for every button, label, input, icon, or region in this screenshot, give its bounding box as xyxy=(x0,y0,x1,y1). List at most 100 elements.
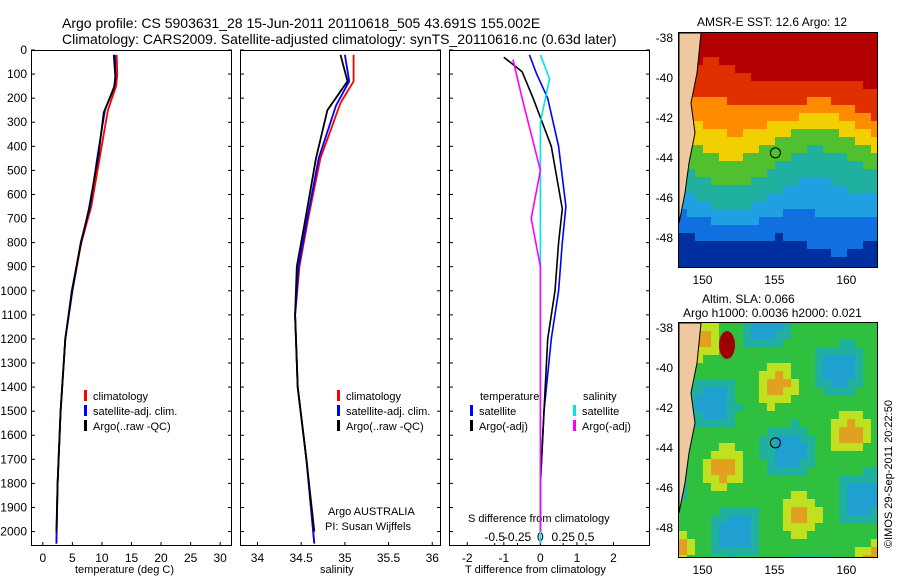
map-cell xyxy=(799,97,807,105)
map-cell xyxy=(751,523,759,531)
map-cell xyxy=(815,531,823,539)
map-cell xyxy=(751,323,759,331)
map-cell xyxy=(751,65,759,73)
map-cell xyxy=(831,217,839,225)
map-cell xyxy=(735,153,743,161)
map-cell xyxy=(855,483,863,491)
map-cell xyxy=(863,483,871,491)
map-cell xyxy=(727,491,735,499)
map-cell xyxy=(695,177,703,185)
map-cell xyxy=(767,411,775,419)
map-cell xyxy=(711,33,719,41)
map-cell xyxy=(743,531,751,539)
map-cell xyxy=(831,523,839,531)
map-cell xyxy=(831,185,839,193)
map-cell xyxy=(743,49,751,57)
map-cell xyxy=(791,241,799,249)
map-cell xyxy=(703,209,711,217)
map-cell xyxy=(711,467,719,475)
map-cell xyxy=(759,81,767,89)
map-cell xyxy=(767,129,775,137)
map-cell xyxy=(871,33,877,41)
map-cell xyxy=(743,209,751,217)
map-cell xyxy=(791,169,799,177)
map-cell xyxy=(815,97,823,105)
map-cell xyxy=(783,225,791,233)
map-cell xyxy=(751,33,759,41)
map-cell xyxy=(735,145,743,153)
map-cell xyxy=(767,89,775,97)
map-cell xyxy=(703,499,711,507)
legend-argo-swatch xyxy=(84,420,87,431)
map-cell xyxy=(839,387,847,395)
map-cell xyxy=(823,129,831,137)
map-cell xyxy=(695,363,703,371)
map-cell xyxy=(679,233,687,241)
map-cell xyxy=(719,427,727,435)
map-cell xyxy=(775,531,783,539)
map-cell xyxy=(839,257,847,265)
map-cell xyxy=(799,483,807,491)
map-cell xyxy=(711,153,719,161)
map-cell xyxy=(815,145,823,153)
map-cell xyxy=(767,97,775,105)
map-cell xyxy=(711,89,719,97)
map-cell xyxy=(783,65,791,73)
map-cell xyxy=(719,105,727,113)
map-cell xyxy=(743,201,751,209)
map-cell xyxy=(767,395,775,403)
map-cell xyxy=(823,339,831,347)
map-cell xyxy=(863,233,871,241)
map-cell xyxy=(839,555,847,557)
map-cell xyxy=(759,443,767,451)
map-cell xyxy=(807,49,815,57)
map-cell xyxy=(687,443,695,451)
map-cell xyxy=(767,49,775,57)
map-cell xyxy=(751,121,759,129)
map-cell xyxy=(727,523,735,531)
map-cell xyxy=(735,257,743,265)
map-cell xyxy=(815,185,823,193)
map-cell xyxy=(831,547,839,555)
map-cell xyxy=(839,355,847,363)
map-cell xyxy=(687,169,695,177)
map-cell xyxy=(791,355,799,363)
map-cell xyxy=(839,161,847,169)
map-cell xyxy=(831,137,839,145)
map-cell xyxy=(719,459,727,467)
map-cell xyxy=(815,129,823,137)
map-cell xyxy=(807,153,815,161)
map-cell xyxy=(759,363,767,371)
map-cell xyxy=(783,371,791,379)
map-cell xyxy=(735,121,743,129)
map-cell xyxy=(703,539,711,547)
map-cell xyxy=(815,395,823,403)
map-cell xyxy=(823,443,831,451)
argo-info-line2: PI: Susan Wijffels xyxy=(325,521,411,533)
map-cell xyxy=(703,137,711,145)
map-cell xyxy=(855,121,863,129)
map-cell xyxy=(719,169,727,177)
map-cell xyxy=(743,467,751,475)
map-cell xyxy=(791,435,799,443)
map-cell xyxy=(863,523,871,531)
map-cell xyxy=(735,547,743,555)
map-cell xyxy=(791,427,799,435)
x-tick-label: -2 xyxy=(462,551,473,565)
map-cell xyxy=(871,507,877,515)
temperature-panel xyxy=(31,50,232,546)
map-cell xyxy=(751,57,759,65)
map-cell xyxy=(847,113,855,121)
map-cell xyxy=(695,347,703,355)
map-cell xyxy=(831,89,839,97)
map-cell xyxy=(695,241,703,249)
map-cell xyxy=(791,249,799,257)
map-cell xyxy=(751,145,759,153)
map-cell xyxy=(775,177,783,185)
map-cell xyxy=(695,531,703,539)
map-cell xyxy=(759,57,767,65)
map-cell xyxy=(839,339,847,347)
map-cell xyxy=(679,241,687,249)
map-cell xyxy=(839,65,847,73)
map-cell xyxy=(783,363,791,371)
